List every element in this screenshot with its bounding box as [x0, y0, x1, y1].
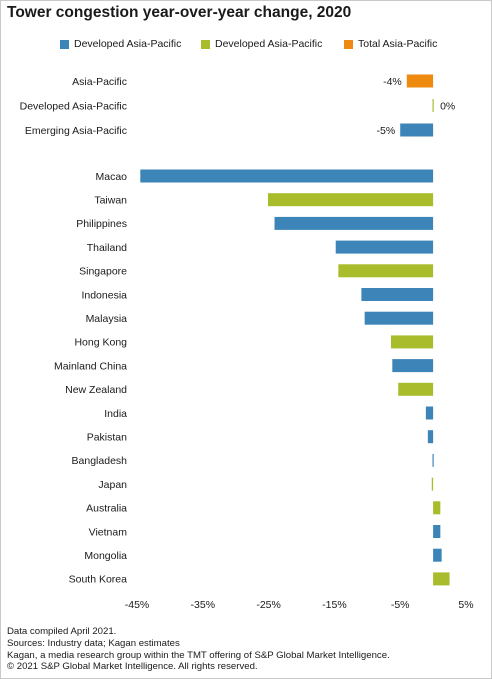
category-label: Developed Asia-Pacific — [20, 100, 127, 112]
chart-footer: Data compiled April 2021. Sources: Indus… — [7, 626, 390, 673]
summary-bar-asia-pacific — [406, 74, 434, 88]
country-bar-indonesia — [361, 288, 434, 301]
category-label: Vietnam — [89, 526, 128, 538]
country-bar-taiwan — [267, 193, 434, 207]
country-bar-philippines — [274, 216, 434, 230]
category-label: South Korea — [69, 574, 128, 586]
country-bar-mongolia — [433, 548, 442, 562]
legend-swatch — [201, 39, 210, 49]
country-bar-mainland-china — [392, 359, 434, 373]
legend-item-developed: Developed Asia-Pacific — [201, 38, 322, 50]
country-bar-japan — [431, 477, 434, 491]
category-label: Mongolia — [84, 550, 127, 562]
country-bar-pakistan — [427, 430, 434, 444]
legend-label: Developed Asia-Pacific — [74, 38, 182, 50]
legend-item-emerging: Developed Asia-Pacific — [60, 38, 181, 50]
x-tick-label: -45% — [125, 599, 150, 611]
category-labels: Asia-Pacific -4% Developed Asia-Pacific 0% E… — [20, 76, 456, 586]
category-label: Bangladesh — [72, 455, 128, 467]
category-label: Singapore — [79, 266, 127, 278]
category-label: India — [104, 408, 127, 420]
legend-label: Developed Asia-Pacific — [215, 38, 323, 50]
data-label: -4% — [383, 76, 402, 88]
category-label: Australia — [86, 503, 127, 515]
category-label: Emerging Asia-Pacific — [25, 125, 127, 137]
category-label: Macao — [95, 171, 127, 183]
x-tick-label: -35% — [191, 599, 216, 611]
category-label: Asia-Pacific — [72, 76, 127, 88]
data-label: 0% — [440, 100, 455, 112]
summary-bar-developed-asia-pacific — [432, 99, 434, 112]
country-bar-bangladesh — [432, 453, 434, 467]
country-bar-singapore — [338, 264, 434, 278]
category-label: Malaysia — [86, 313, 128, 325]
footer-line-sources: Sources: Industry data; Kagan estimates — [7, 637, 180, 649]
legend-label: Total Asia-Pacific — [358, 38, 438, 50]
x-tick-label: -5% — [391, 599, 410, 611]
country-bar-new-zealand — [398, 382, 434, 396]
category-label: Hong Kong — [74, 337, 127, 349]
x-tick-label: -15% — [322, 599, 347, 611]
bar-chart: Asia-Pacific -4% Developed Asia-Pacific 0% E… — [20, 74, 474, 611]
country-bar-macao — [140, 169, 434, 183]
x-axis: -45% -35% -25% -15% -5% 5% — [125, 599, 474, 611]
country-bar-south-korea — [433, 572, 450, 586]
chart-legend: Developed Asia-Pacific Developed Asia-Pa… — [0, 38, 492, 52]
country-bar-thailand — [335, 240, 434, 254]
x-tick-label: 5% — [458, 599, 473, 611]
x-tick-label: -25% — [256, 599, 281, 611]
legend-swatch — [344, 39, 353, 49]
category-label: Taiwan — [94, 195, 127, 207]
footer-line-kagan: Kagan, a media research group within the… — [7, 649, 390, 661]
category-label: Pakistan — [87, 432, 127, 444]
chart-title: Tower congestion year-over-year change, … — [7, 4, 352, 21]
category-label: Indonesia — [81, 289, 127, 301]
summary-bar-emerging-asia-pacific — [400, 123, 434, 137]
bars-layer — [140, 74, 450, 586]
category-label: Thailand — [87, 242, 127, 254]
category-label: Japan — [98, 479, 127, 491]
country-bar-malaysia — [364, 311, 434, 325]
country-bar-vietnam — [433, 525, 441, 538]
footer-line-copyright: © 2021 S&P Global Market Intelligence. A… — [7, 661, 258, 673]
category-label: New Zealand — [65, 384, 127, 396]
footer-line-data-compiled: Data compiled April 2021. — [7, 626, 117, 637]
legend-swatch — [60, 39, 69, 49]
category-label: Philippines — [76, 218, 127, 230]
data-label: -5% — [377, 125, 396, 137]
category-label: Mainland China — [54, 360, 127, 372]
country-bar-hong-kong — [390, 335, 434, 349]
country-bar-india — [425, 406, 434, 420]
legend-item-total: Total Asia-Pacific — [344, 38, 437, 50]
country-bar-australia — [433, 501, 441, 515]
